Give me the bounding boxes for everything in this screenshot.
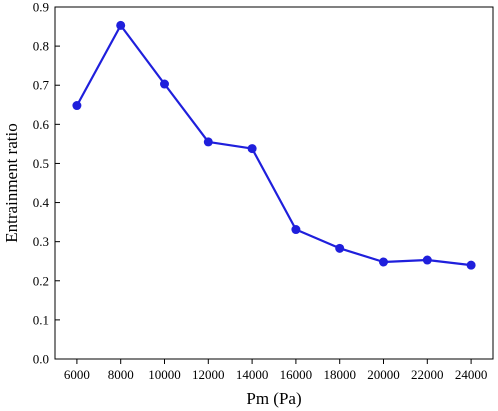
data-point xyxy=(335,243,345,253)
plot-frame xyxy=(54,6,494,360)
x-axis-ticks: 6000 8000 10000 12000 14000 16000 18000 20000 22… xyxy=(64,359,487,382)
x-tick-label: 6000 xyxy=(64,367,90,382)
y-tick-label: 0.7 xyxy=(33,78,50,93)
series-line xyxy=(75,24,472,267)
x-tick-label: 14000 xyxy=(236,367,269,382)
x-tick-label: 20000 xyxy=(367,367,400,382)
x-tick-label: 8000 xyxy=(108,367,134,382)
x-tick-label: 18000 xyxy=(323,367,356,382)
data-point xyxy=(466,260,476,270)
y-tick-label: 0.5 xyxy=(33,156,49,171)
x-tick-label: 22000 xyxy=(411,367,444,382)
data-point xyxy=(203,137,213,147)
y-tick-label: 0.3 xyxy=(33,234,49,249)
y-tick-label: 0.1 xyxy=(33,312,49,327)
x-tick-label: 12000 xyxy=(192,367,225,382)
y-tick-label: 0.6 xyxy=(33,117,50,132)
y-tick-label: 0.8 xyxy=(33,39,49,54)
x-tick-label: 10000 xyxy=(148,367,181,382)
y-tick-label: 0.0 xyxy=(33,352,49,367)
y-axis-title: Entrainment ratio xyxy=(2,123,21,242)
data-point xyxy=(422,255,432,265)
data-point xyxy=(160,79,169,89)
x-tick-label: 16000 xyxy=(280,367,313,382)
x-tick-label: 24000 xyxy=(455,367,488,382)
data-point xyxy=(247,144,257,154)
y-tick-label: 0.4 xyxy=(33,195,50,210)
data-point xyxy=(379,257,388,267)
data-point xyxy=(72,101,82,111)
x-axis-title: Pm (Pa) xyxy=(246,389,301,408)
y-tick-label: 0.9 xyxy=(33,0,49,15)
series-layer xyxy=(72,20,476,270)
y-axis-ticks: 0.0 0.1 0.2 0.3 0.4 0.5 0.6 0.7 0.8 0.9 xyxy=(33,0,60,367)
data-point xyxy=(291,225,301,235)
data-point xyxy=(116,20,126,30)
y-tick-label: 0.2 xyxy=(33,273,49,288)
